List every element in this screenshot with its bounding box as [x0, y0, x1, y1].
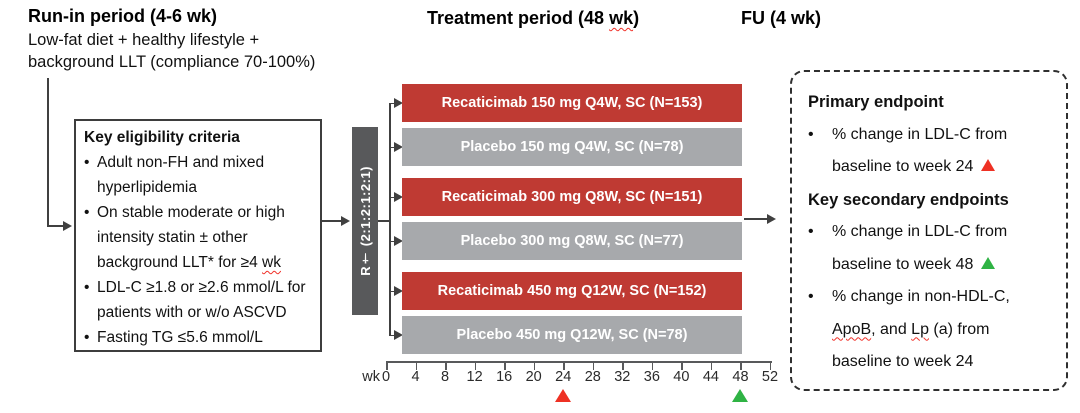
arm-bar-recaticimab-450: Recaticimab 450 mg Q12W, SC (N=152) — [402, 272, 742, 310]
runin-description: Low-fat diet + healthy lifestyle + backg… — [28, 29, 315, 73]
arrowhead-into-randomization-icon — [341, 216, 350, 226]
axis-tick-mark — [622, 361, 624, 370]
runin-connector-vertical-line — [47, 78, 49, 226]
arm-bar-placebo-150: Placebo 150 mg Q4W, SC (N=78) — [402, 128, 742, 166]
axis-tick-mark — [769, 361, 772, 370]
secondary-endpoint-item-1: • % change in LDL-C from baseline to wee… — [808, 216, 1056, 281]
eligibility-to-randomization-line — [322, 220, 342, 222]
branch-arrowhead-icon — [394, 330, 403, 340]
axis-tick-label: 36 — [643, 369, 660, 385]
branch-line — [389, 196, 396, 198]
axis-tick-mark — [415, 361, 418, 370]
axis-tick-label: 24 — [555, 369, 572, 385]
randomization-bar: R† (2:1:2:1:2:1) — [352, 127, 378, 315]
branch-arrowhead-icon — [394, 286, 403, 296]
eligibility-squiggle-word: wk — [262, 254, 281, 271]
axis-tick-mark — [710, 361, 713, 370]
bullet-icon: • — [808, 223, 814, 240]
axis-tick-label: 8 — [441, 369, 450, 385]
bullet-icon: • — [808, 125, 814, 143]
apob-squiggle-word: ApoB — [832, 320, 872, 338]
axis-tick-mark — [681, 361, 683, 370]
bullet-icon: • — [84, 329, 90, 346]
axis-tick-mark — [533, 361, 536, 370]
axis-tick-mark — [445, 361, 447, 370]
axis-tick-label: 12 — [466, 369, 483, 385]
week-axis-unit-label: wk — [362, 369, 380, 385]
arm-bar-placebo-300: Placebo 300 mg Q8W, SC (N=77) — [402, 222, 742, 260]
axis-tick-mark — [504, 361, 506, 370]
axis-tick-mark — [563, 361, 565, 370]
axis-tick-label: 32 — [614, 369, 631, 385]
arms-to-followup-line — [744, 218, 768, 220]
arm-bar-recaticimab-300: Recaticimab 300 mg Q8W, SC (N=151) — [402, 178, 742, 216]
eligibility-item-1: • Adult non-FH and mixed hyperlipidemia — [84, 150, 314, 200]
branch-spine-line — [389, 103, 391, 335]
bullet-icon: • — [84, 279, 90, 296]
bullet-icon: • — [84, 154, 90, 171]
axis-tick-label: 40 — [673, 369, 690, 385]
runin-description-line2: background LLT (compliance 70-100%) — [28, 53, 316, 71]
axis-tick-label: 16 — [496, 369, 513, 385]
branch-arrowhead-icon — [394, 236, 403, 246]
axis-tick-label: 4 — [411, 369, 420, 385]
week-axis-line — [386, 361, 772, 363]
axis-tick-label: 52 — [761, 369, 779, 385]
axis-tick-mark — [386, 361, 388, 370]
axis-tick-label: 28 — [584, 369, 601, 385]
secondary-endpoints-title: Key secondary endpoints — [808, 190, 1009, 209]
primary-endpoint-title: Primary endpoint — [808, 93, 944, 111]
branch-line — [389, 146, 396, 148]
primary-endpoint-marker-icon — [555, 389, 572, 402]
treatment-period-title: Treatment period (48 wk) — [427, 8, 640, 28]
eligibility-item-2: • On stable moderate or high intensity st… — [84, 200, 314, 275]
axis-tick-mark — [651, 361, 654, 370]
axis-tick-label: 20 — [525, 369, 542, 385]
bullet-icon: • — [808, 288, 814, 305]
arrowhead-followup-icon — [767, 214, 776, 224]
axis-tick-mark — [474, 361, 477, 370]
axis-tick-mark — [740, 361, 742, 370]
branch-line — [389, 334, 396, 336]
branch-arrowhead-icon — [394, 142, 403, 152]
branch-arrowhead-icon — [394, 98, 403, 108]
bullet-icon: • — [84, 204, 90, 221]
endpoints-box: Primary endpoint • % change in LDL-C fro… — [790, 70, 1068, 391]
branch-arrowhead-icon — [394, 192, 403, 202]
randomization-label: R† (2:1:2:1:2:1) — [357, 166, 373, 276]
branch-line — [389, 102, 396, 104]
eligibility-title: Key eligibility criteria — [84, 129, 240, 146]
lp-squiggle-word: Lp — [911, 320, 929, 338]
axis-tick-label: 0 — [381, 369, 391, 385]
axis-tick-mark — [592, 361, 595, 370]
treatment-title-squiggle-word: wk — [609, 8, 634, 28]
secondary-endpoint-marker-icon — [732, 389, 749, 402]
runin-description-line1: Low-fat diet + healthy lifestyle + — [28, 31, 260, 49]
eligibility-item-4: • Fasting TG ≤5.6 mmol/L — [84, 325, 314, 350]
runin-period-title: Run-in period (4-6 wk) — [28, 6, 217, 26]
eligibility-item-3: • LDL-C ≥1.8 or ≥2.6 mmol/L for patients … — [84, 275, 314, 325]
eligibility-criteria-box: Key eligibility criteria • Adult non-FH … — [74, 119, 322, 352]
arrowhead-into-eligibility-icon — [63, 221, 72, 231]
branch-line — [389, 290, 396, 292]
secondary-endpoint-item-2: • % change in non-HDL-C, ApoB, and Lp (a… — [808, 281, 1056, 379]
axis-tick-label: 44 — [702, 369, 719, 385]
arm-bar-placebo-450: Placebo 450 mg Q12W, SC (N=78) — [402, 316, 742, 354]
fu-period-title: FU (4 wk) — [741, 8, 822, 28]
runin-connector-horizontal-line — [47, 225, 64, 227]
arm-bar-recaticimab-150: Recaticimab 150 mg Q4W, SC (N=153) — [402, 84, 742, 122]
axis-tick-label: 48 — [732, 369, 749, 385]
green-triangle-icon — [981, 256, 996, 269]
branch-line — [389, 240, 396, 242]
red-triangle-icon — [981, 159, 996, 171]
primary-endpoint-item: • % change in LDL-C from baseline to wee… — [808, 119, 1056, 184]
randomization-stub-line — [378, 220, 390, 222]
